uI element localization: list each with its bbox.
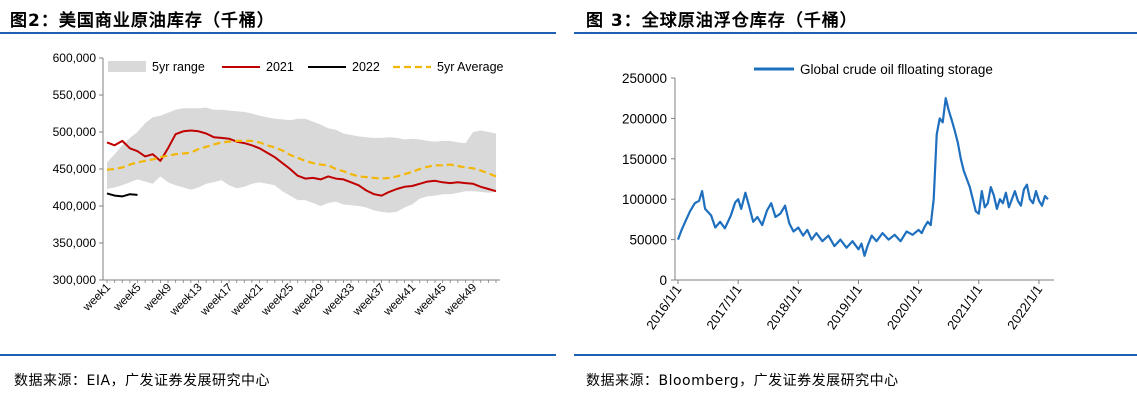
legend-label-5yr-average: 5yr Average xyxy=(437,60,504,74)
x-tick-label: week17 xyxy=(198,282,235,319)
legend-label-5yr-range: 5yr range xyxy=(152,60,205,74)
right-chart-title: 图 3：全球原油浮仓库存（千桶） xyxy=(586,11,858,31)
y-tick-label: 600,000 xyxy=(53,51,97,65)
y-tick-label: 500,000 xyxy=(53,125,97,139)
x-tick-label: week21 xyxy=(228,282,265,319)
y-tick-label: 200000 xyxy=(622,111,667,126)
y-tick-label: 50000 xyxy=(629,233,667,248)
y-tick-label: 100000 xyxy=(622,192,667,207)
y-tick-label: 350,000 xyxy=(53,236,97,250)
x-tick-label: week41 xyxy=(381,282,418,319)
right-source-text: 数据来源：Bloomberg，广发证券发展研究中心 xyxy=(586,373,899,389)
y-tick-label: 400,000 xyxy=(53,199,97,213)
x-tick-label: week5 xyxy=(111,282,144,315)
x-tick-label: 2018/1/1 xyxy=(763,282,804,332)
left-panel: 图2：美国商业原油库存（千桶） 300,000 350,000 400,000 450… xyxy=(0,0,556,389)
x-tick-label: week25 xyxy=(259,282,296,319)
left-chart-svg: 300,000 350,000 400,000 450,000 500,000 550,0… xyxy=(53,51,504,319)
right-source-divider: 数据来源：Bloomberg，广发证券发展研究中心 xyxy=(574,354,1137,389)
legend-label-2022: 2022 xyxy=(352,60,380,74)
y-tick-label: 150000 xyxy=(622,152,667,167)
y-tick-label: 450,000 xyxy=(53,162,97,176)
series-line-2021 xyxy=(106,129,497,197)
legend-label-2021: 2021 xyxy=(266,60,294,74)
x-tick-label: week29 xyxy=(289,282,326,319)
left-source-divider: 数据来源：EIA，广发证券发展研究中心 xyxy=(0,354,556,389)
y-tick-label: 0 xyxy=(659,273,667,288)
right-panel: 图 3：全球原油浮仓库存（千桶） 0 50000 100000 150000 20000… xyxy=(574,0,1137,389)
x-tick-label: week49 xyxy=(442,282,479,319)
right-chart: 0 50000 100000 150000 200000 250000 2016/1/1 20… xyxy=(574,36,1137,356)
x-tick-label: week33 xyxy=(320,282,357,319)
left-chart: 300,000 350,000 400,000 450,000 500,000 550,0… xyxy=(0,36,556,356)
legend-label-floating-storage: Global crude oil flloating storage xyxy=(800,62,993,77)
y-tick-label: 550,000 xyxy=(53,88,97,102)
left-title-bar: 图2：美国商业原油库存（千桶） xyxy=(0,0,556,34)
right-title-bar: 图 3：全球原油浮仓库存（千桶） xyxy=(574,0,1137,34)
x-tick-label: week45 xyxy=(412,282,449,319)
left-source-text: 数据来源：EIA，广发证券发展研究中心 xyxy=(14,373,271,389)
x-tick-label: 2022/1/1 xyxy=(1004,282,1045,332)
y-tick-label: 250000 xyxy=(622,71,667,86)
x-tick-label: 2019/1/1 xyxy=(824,282,865,332)
x-tick-label: 2020/1/1 xyxy=(884,282,925,332)
x-tick-label: week37 xyxy=(350,282,387,319)
series-line-5yr-average xyxy=(106,139,497,180)
series-line-floating-storage xyxy=(676,97,1049,257)
x-tick-label: 2021/1/1 xyxy=(944,282,985,332)
x-tick-label: 2016/1/1 xyxy=(643,282,684,332)
left-chart-title: 图2：美国商业原油库存（千桶） xyxy=(10,11,275,31)
right-chart-svg: 0 50000 100000 150000 200000 250000 2016/1/1 20… xyxy=(622,62,1054,332)
x-tick-label: week13 xyxy=(167,282,204,319)
legend-swatch-5yr-range xyxy=(108,61,146,72)
series-line-2022 xyxy=(106,192,138,198)
x-tick-label: 2017/1/1 xyxy=(703,282,744,332)
y-tick-label: 300,000 xyxy=(53,273,97,287)
